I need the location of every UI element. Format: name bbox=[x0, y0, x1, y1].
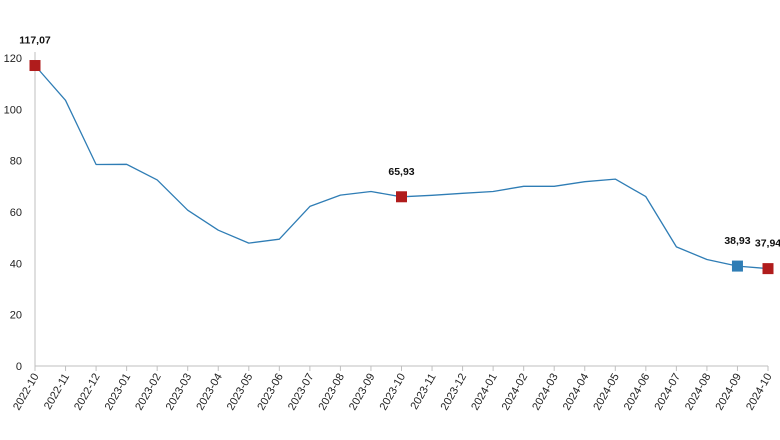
x-tick-label: 2024-08 bbox=[683, 372, 714, 413]
x-tick-label: 2023-05 bbox=[225, 372, 256, 413]
data-label: 117,07 bbox=[19, 35, 51, 47]
x-tick-label: 2023-03 bbox=[164, 372, 195, 413]
highlight-marker bbox=[731, 260, 743, 272]
x-tick-label: 2024-06 bbox=[622, 372, 653, 413]
x-tick-label: 2023-09 bbox=[347, 372, 378, 413]
highlight-marker bbox=[396, 191, 407, 203]
x-tick-label: 2024-09 bbox=[713, 372, 744, 413]
x-tick-label: 2024-03 bbox=[530, 372, 561, 413]
x-tick-label: 2023-06 bbox=[255, 372, 286, 413]
y-tick-label: 100 bbox=[4, 104, 22, 116]
x-tick-label: 2022-10 bbox=[11, 372, 42, 413]
x-tick-label: 2023-04 bbox=[194, 372, 225, 413]
highlight-marker bbox=[762, 263, 774, 275]
data-label: 37,94 bbox=[755, 238, 780, 250]
y-tick-label: 20 bbox=[10, 310, 22, 322]
x-tick-label: 2024-02 bbox=[500, 372, 531, 413]
x-tick-label: 2024-07 bbox=[652, 372, 683, 413]
data-label: 65,93 bbox=[388, 166, 414, 178]
x-tick-label: 2024-04 bbox=[561, 372, 592, 413]
highlight-marker bbox=[29, 60, 41, 72]
highlight-markers: 117,07 65,93 38,93 37,94 bbox=[19, 35, 780, 275]
y-tick-label: 120 bbox=[4, 53, 22, 65]
x-tick-label: 2024-05 bbox=[591, 372, 622, 413]
x-tick-label: 2022-12 bbox=[72, 372, 103, 413]
x-tick-label: 2024-10 bbox=[744, 372, 775, 413]
y-tick-label: 0 bbox=[16, 361, 22, 373]
y-tick-label: 60 bbox=[10, 207, 22, 219]
x-tick-label: 2023-10 bbox=[378, 372, 409, 413]
x-axis: 2022-10 2022-11 2022-12 2023-01 2023-02 2023-… bbox=[11, 365, 775, 413]
y-tick-label: 80 bbox=[10, 156, 22, 168]
y-axis: 0 20 40 60 80 100 120 bbox=[4, 52, 36, 373]
x-tick-label: 2023-02 bbox=[133, 372, 164, 413]
x-tick-label: 2022-11 bbox=[42, 372, 72, 412]
x-tick-label: 2023-01 bbox=[103, 372, 134, 413]
x-tick-label: 2023-12 bbox=[439, 372, 470, 413]
y-tick-label: 40 bbox=[10, 258, 22, 270]
x-tick-label: 2023-08 bbox=[316, 372, 347, 413]
x-tick-label: 2023-11 bbox=[408, 372, 438, 412]
x-tick-label: 2023-07 bbox=[286, 372, 317, 413]
data-label: 38,93 bbox=[724, 235, 750, 247]
x-tick-label: 2024-01 bbox=[469, 372, 500, 413]
